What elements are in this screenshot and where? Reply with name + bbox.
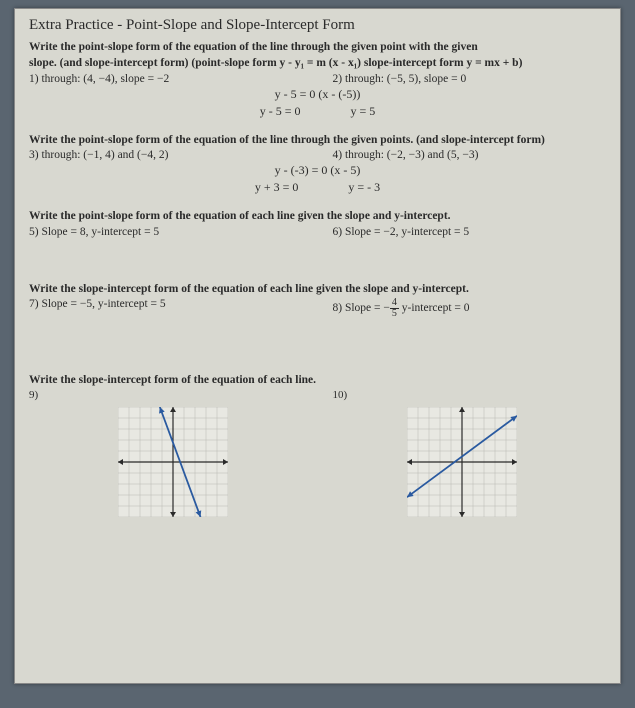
section1-instr1: Write the point-slope form of the equati… [29, 40, 606, 54]
s2-work1: y - (-3) = 0 (x - 5) [29, 163, 606, 178]
s2-work2: y + 3 = 0 y = - 3 [29, 180, 606, 195]
q8-den: 5 [390, 309, 399, 319]
q9: 9) [29, 389, 303, 401]
section3-instr: Write the point-slope form of the equati… [29, 209, 606, 223]
section3-row: 5) Slope = 8, y-intercept = 5 6) Slope =… [29, 226, 606, 238]
q7: 7) Slope = −5, y-intercept = 5 [29, 298, 303, 319]
graph-9 [118, 407, 228, 517]
q10: 10) [303, 389, 607, 401]
graph-10 [407, 407, 517, 517]
q8-frac: 45 [390, 298, 399, 319]
section5-instr: Write the slope-intercept form of the eq… [29, 373, 606, 387]
section5-row: 9) 10) [29, 389, 606, 401]
q5: 5) Slope = 8, y-intercept = 5 [29, 226, 303, 238]
q6: 6) Slope = −2, y-intercept = 5 [303, 226, 607, 238]
section4-row: 7) Slope = −5, y-intercept = 5 8) Slope … [29, 298, 606, 319]
s2-work2a: y + 3 = 0 [255, 180, 299, 195]
section4-instr: Write the slope-intercept form of the eq… [29, 282, 606, 296]
q4: 4) through: (−2, −3) and (5, −3) [303, 149, 607, 161]
section1-row: 1) through: (4, −4), slope = −2 2) throu… [29, 73, 606, 85]
q2: 2) through: (−5, 5), slope = 0 [303, 73, 607, 85]
q3: 3) through: (−1, 4) and (−4, 2) [29, 149, 303, 161]
q8-pre: 8) Slope = − [333, 302, 390, 314]
section1-instr2: slope. (and slope-intercept form) (point… [29, 56, 606, 70]
q8: 8) Slope = −45 y-intercept = 0 [303, 298, 607, 319]
section2-instr: Write the point-slope form of the equati… [29, 133, 606, 147]
worksheet-page: Extra Practice - Point-Slope and Slope-I… [14, 8, 621, 684]
q1: 1) through: (4, −4), slope = −2 [29, 73, 303, 85]
graphs-row [29, 407, 606, 517]
page-title: Extra Practice - Point-Slope and Slope-I… [29, 17, 606, 34]
s2-work2b: y = - 3 [348, 180, 380, 195]
s1-work2: y - 5 = 0 y = 5 [29, 104, 606, 119]
s1-work2a: y - 5 = 0 [260, 104, 301, 119]
section2-row: 3) through: (−1, 4) and (−4, 2) 4) throu… [29, 149, 606, 161]
s1-work2b: y = 5 [350, 104, 375, 119]
q8-post: y-intercept = 0 [399, 302, 470, 314]
s1-work1: y - 5 = 0 (x - (-5)) [29, 87, 606, 102]
